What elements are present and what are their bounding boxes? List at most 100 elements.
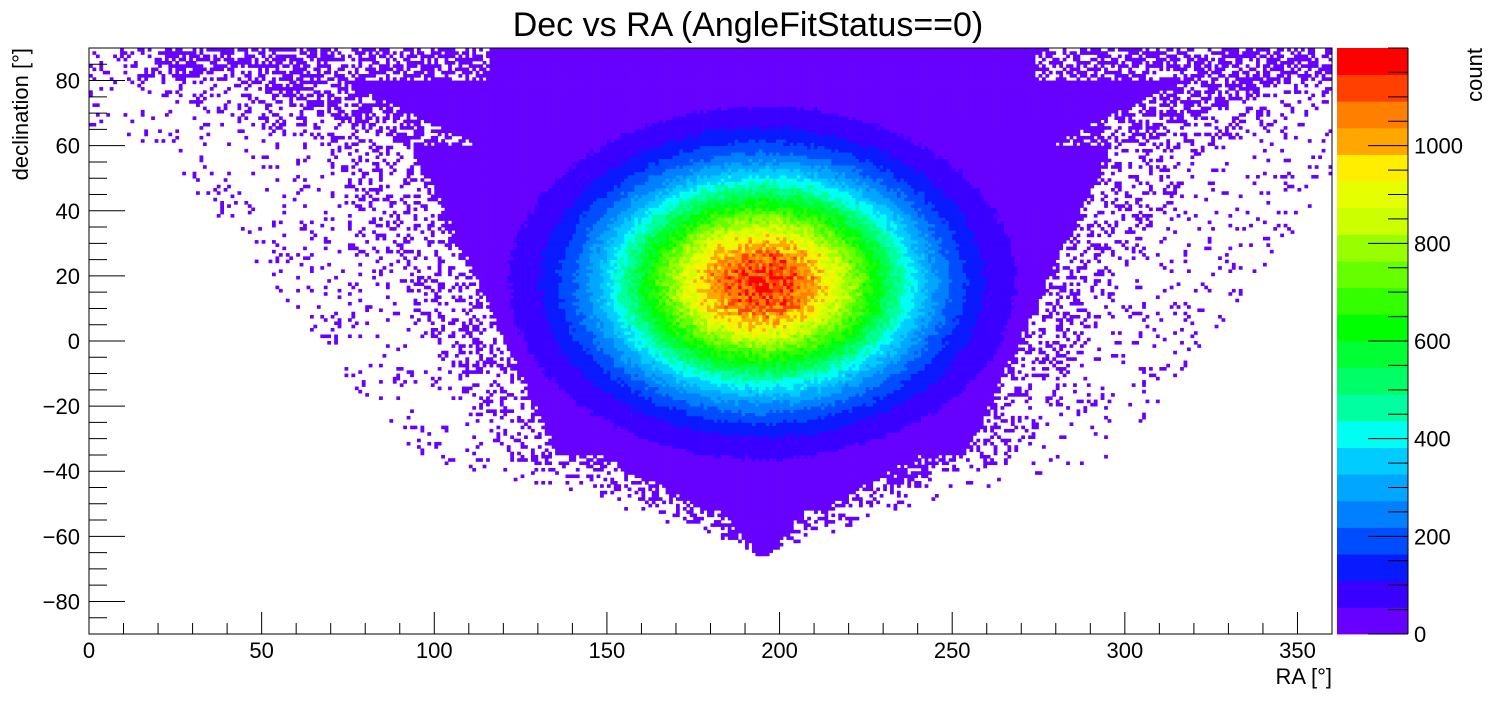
heatmap-cell <box>676 419 680 423</box>
heatmap-cell <box>614 432 618 436</box>
heatmap-cell <box>804 383 808 387</box>
heatmap-cell <box>949 416 953 420</box>
heatmap-cell <box>928 478 932 482</box>
heatmap-cell <box>928 455 932 459</box>
heatmap-cell <box>721 474 725 478</box>
heatmap-cell <box>659 481 663 485</box>
heatmap-cell <box>828 422 832 426</box>
heatmap-cell <box>959 432 963 436</box>
heatmap-cell <box>717 452 721 456</box>
heatmap-cell <box>873 380 877 384</box>
heatmap-cell <box>842 419 846 423</box>
heatmap-cell <box>624 452 628 456</box>
heatmap-cell <box>738 523 742 527</box>
heatmap-cell <box>742 461 746 465</box>
heatmap-cell <box>835 445 839 449</box>
heatmap-cell <box>569 448 573 452</box>
heatmap-cell <box>752 510 756 514</box>
heatmap-cell <box>614 458 618 462</box>
heatmap-cell <box>673 396 677 400</box>
heatmap-cell <box>838 514 842 518</box>
heatmap-cell <box>742 426 746 430</box>
heatmap-cell <box>731 432 735 436</box>
heatmap-cell <box>945 409 949 413</box>
heatmap-cell <box>669 400 673 404</box>
heatmap-cell <box>545 432 549 436</box>
heatmap-cell <box>786 426 790 430</box>
heatmap-cell <box>856 387 860 391</box>
heatmap-cell <box>976 387 980 391</box>
heatmap-cell <box>714 481 718 485</box>
heatmap-cell <box>969 400 973 404</box>
heatmap-cell <box>648 478 652 482</box>
heatmap-cell <box>652 400 656 404</box>
heatmap-cell <box>866 393 870 397</box>
heatmap-cell <box>883 452 887 456</box>
heatmap-cell <box>773 458 777 462</box>
heatmap-cell <box>438 377 442 381</box>
heatmap-cell <box>883 383 887 387</box>
heatmap-cell <box>673 429 677 433</box>
heatmap-cell <box>648 497 652 501</box>
heatmap-cell <box>697 390 701 394</box>
heatmap-cell <box>700 429 704 433</box>
heatmap-cell <box>748 445 752 449</box>
heatmap-cell <box>845 478 849 482</box>
heatmap-cell <box>641 455 645 459</box>
heatmap-cell <box>628 393 632 397</box>
heatmap-cell <box>693 452 697 456</box>
heatmap-cell <box>773 497 777 501</box>
heatmap-cell <box>593 435 597 439</box>
heatmap-cell <box>683 491 687 495</box>
heatmap-cell <box>887 409 891 413</box>
heatmap-cell <box>721 416 725 420</box>
heatmap-cell <box>918 481 922 485</box>
heatmap-cell <box>800 448 804 452</box>
heatmap-cell <box>631 406 635 410</box>
heatmap-cell <box>531 419 535 423</box>
heatmap-cell <box>990 396 994 400</box>
heatmap-cell <box>969 419 973 423</box>
heatmap-cell <box>856 471 860 475</box>
heatmap-cell <box>876 432 880 436</box>
heatmap-cell <box>697 481 701 485</box>
heatmap-cell <box>655 461 659 465</box>
heatmap-cell <box>635 422 639 426</box>
heatmap-cell <box>914 419 918 423</box>
heatmap-cell <box>859 478 863 482</box>
heatmap-cell <box>607 416 611 420</box>
heatmap-cell <box>659 448 663 452</box>
heatmap-cell <box>500 409 504 413</box>
heatmap-cell <box>648 488 652 492</box>
heatmap-cell <box>538 383 542 387</box>
heatmap-cell <box>786 416 790 420</box>
heatmap-cell <box>876 455 880 459</box>
heatmap-cell <box>717 422 721 426</box>
heatmap-cell <box>804 400 808 404</box>
heatmap-cell <box>638 393 642 397</box>
heatmap-cell <box>769 501 773 505</box>
heatmap-cell <box>641 390 645 394</box>
heatmap-cell <box>831 413 835 417</box>
heatmap-cell <box>824 426 828 430</box>
heatmap-cell <box>548 439 552 443</box>
heatmap-cell <box>648 452 652 456</box>
heatmap-cell <box>597 409 601 413</box>
heatmap-cell <box>963 442 967 446</box>
heatmap-cell <box>762 501 766 505</box>
heatmap-cell <box>628 409 632 413</box>
heatmap-cell <box>814 471 818 475</box>
heatmap-cell <box>900 501 904 505</box>
heatmap-cell <box>880 429 884 433</box>
heatmap-cell <box>562 377 566 381</box>
heatmap-cell <box>731 481 735 485</box>
heatmap-cell <box>728 380 732 384</box>
heatmap-cell <box>790 501 794 505</box>
heatmap-cell <box>669 416 673 420</box>
heatmap-cell <box>814 393 818 397</box>
heatmap-cell <box>738 419 742 423</box>
heatmap-cell <box>773 432 777 436</box>
heatmap-cell <box>824 452 828 456</box>
heatmap-cell <box>731 497 735 501</box>
heatmap-cell <box>676 448 680 452</box>
